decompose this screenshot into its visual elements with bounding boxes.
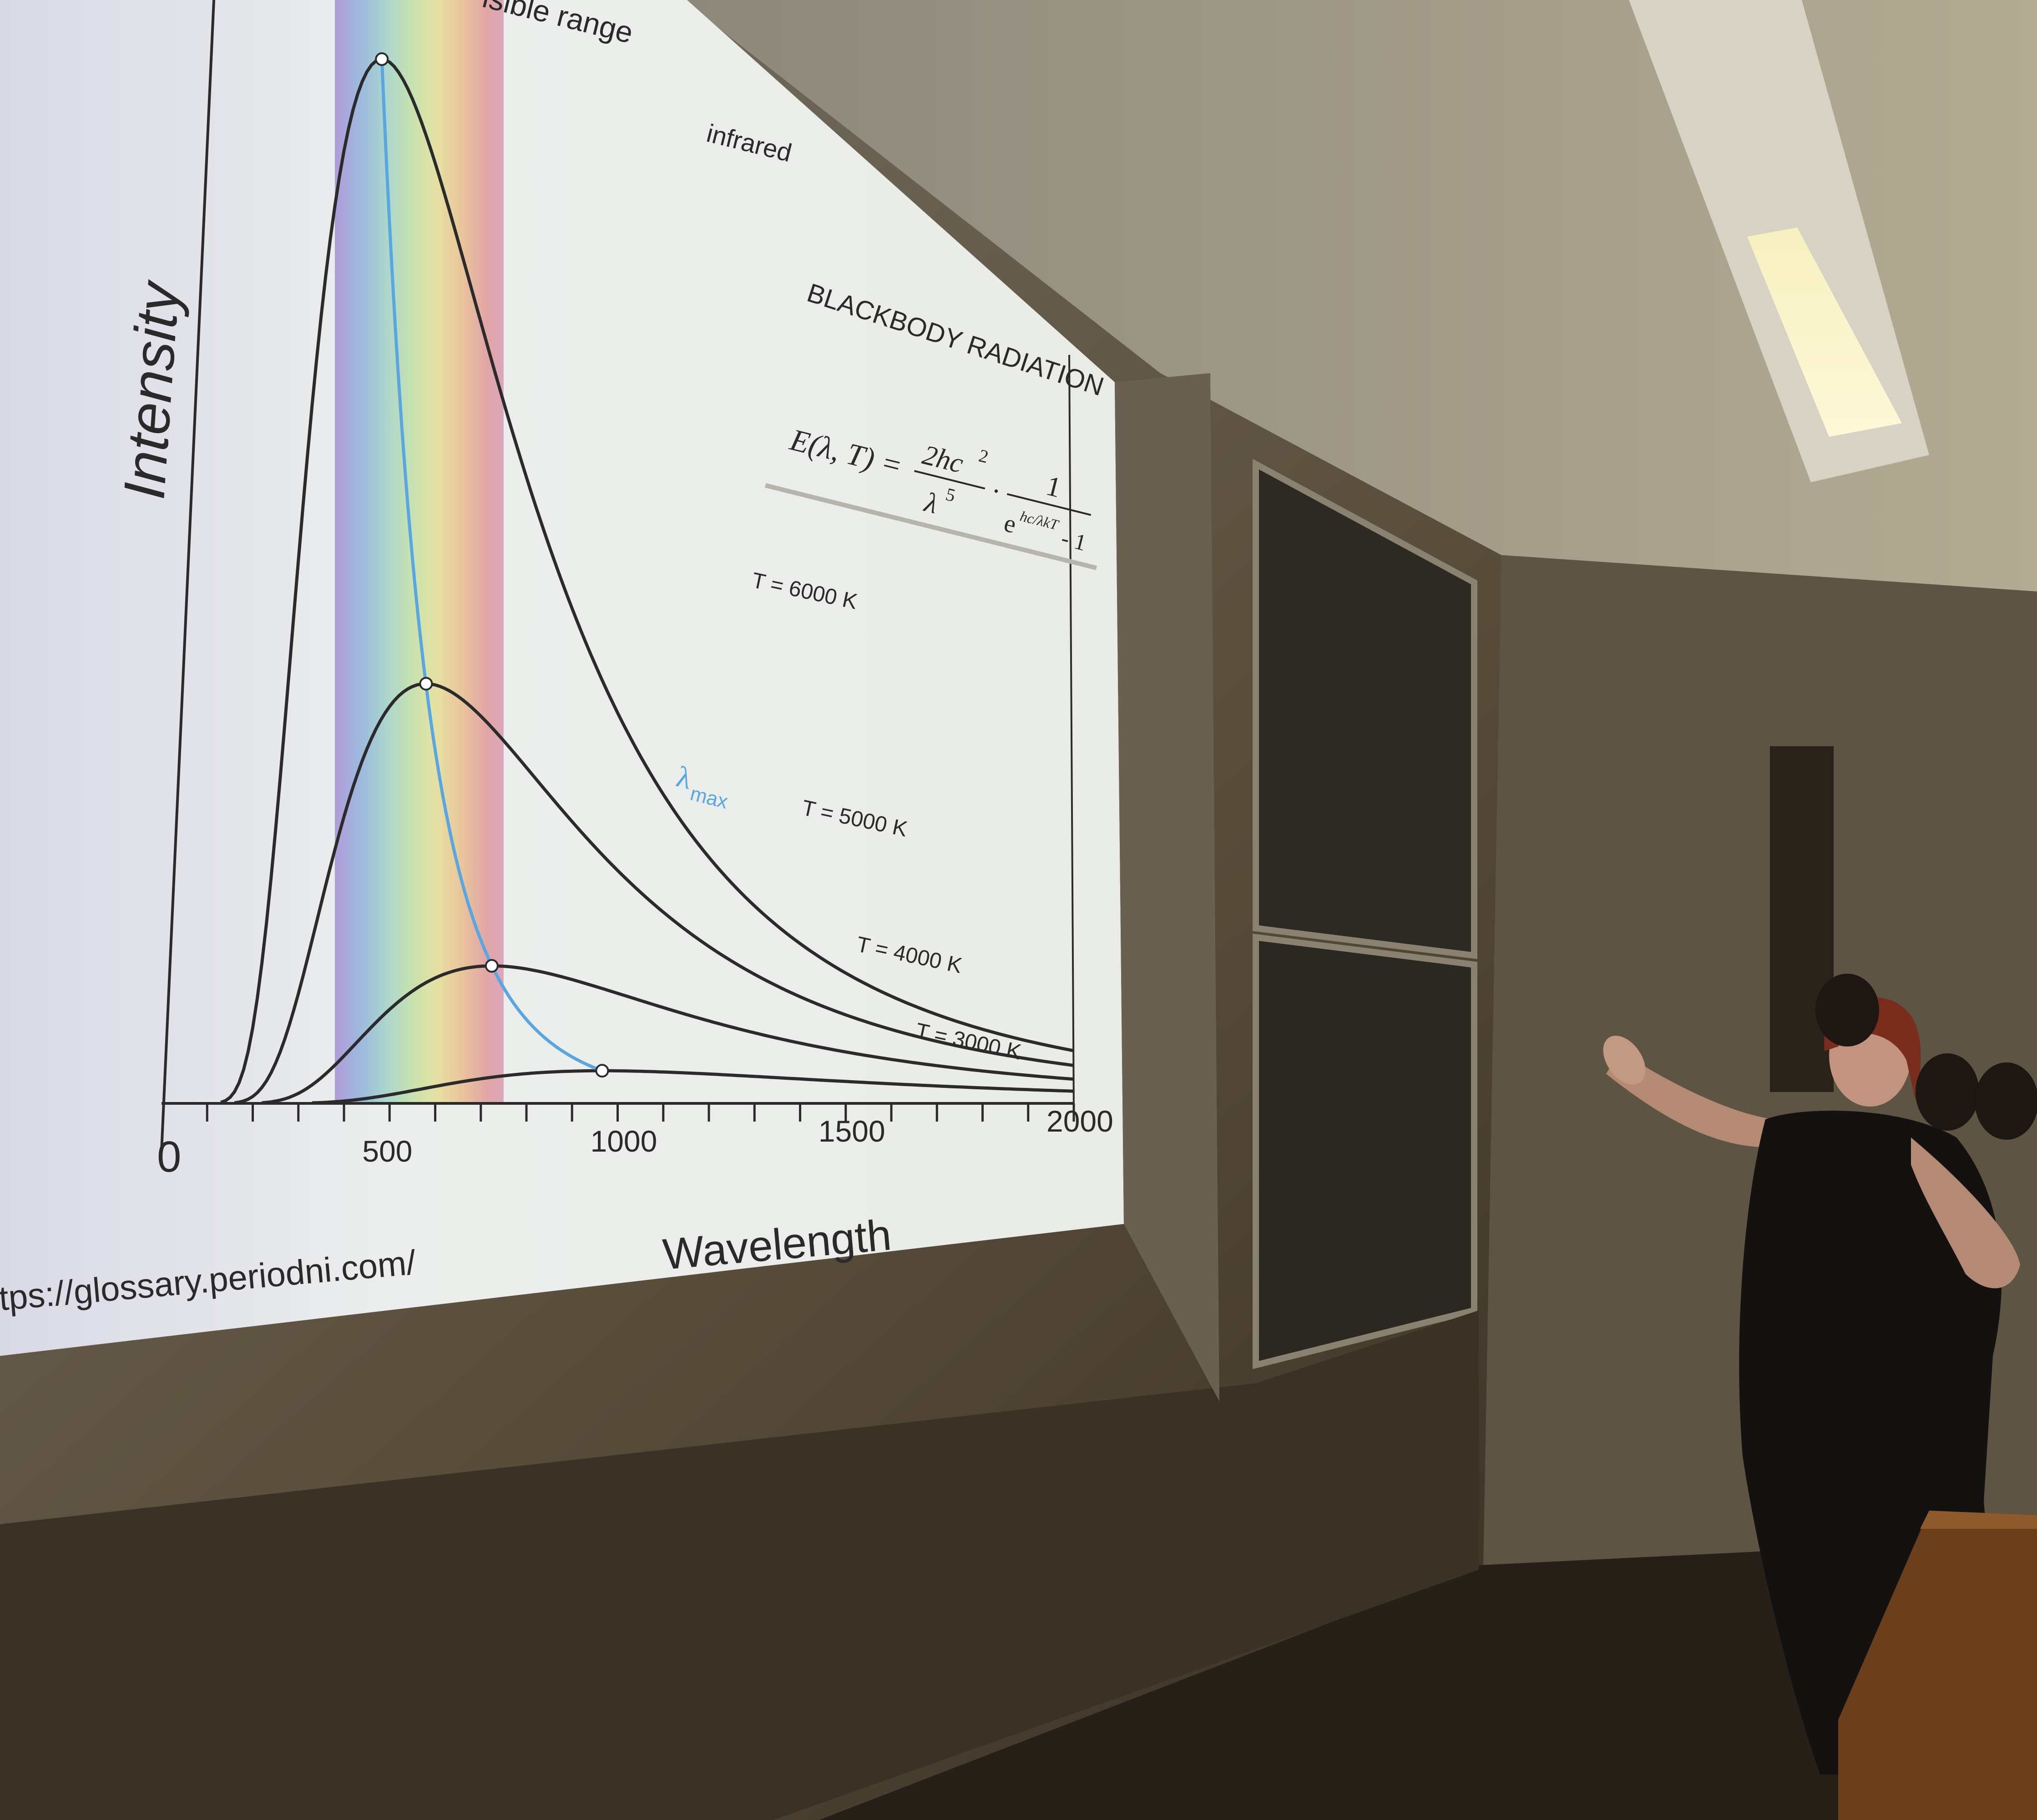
y-axis-label: Intensity: [111, 277, 192, 501]
x-axis-tick-labels: 0 500 1000 1500 2000: [157, 1104, 1113, 1181]
floor: [819, 1538, 2037, 1820]
audience-head-3: [1975, 1062, 2037, 1140]
lecturer-hand: [1603, 1036, 1646, 1085]
formula-fraction-bar-2: [1006, 493, 1092, 516]
lectern: [1838, 1511, 2037, 1820]
audience-head-2: [1916, 1053, 1979, 1131]
x-axis-minor-ticks: [206, 1103, 1075, 1122]
peak-marker-6000k: [375, 52, 389, 66]
lectern-top: [1920, 1511, 2037, 1529]
audience-head-1: [1815, 974, 1879, 1046]
projection-screen: [0, 0, 1124, 1356]
curve-5000k: [234, 682, 1074, 1105]
screen-shadow-edge: [1115, 373, 1219, 1401]
peak-marker-3000k: [595, 1064, 609, 1078]
visible-range-band: [334, 0, 504, 1103]
curve-3000k: [312, 1069, 1074, 1105]
temperature-curves: [220, 57, 1074, 1105]
curve-6000k: [220, 57, 1074, 1104]
doorway: [1770, 746, 1834, 1092]
x-tick-label-1500: 1500: [819, 1114, 885, 1148]
chalkboard-upper: [1253, 459, 1477, 959]
lambda-max-curve: [380, 59, 603, 1072]
lecturer-arm: [1606, 1051, 1779, 1148]
x-tick-label-500: 500: [362, 1134, 412, 1168]
right-frame-line: [1068, 354, 1075, 1111]
formula-fraction-bar: [914, 470, 986, 490]
y-axis: [160, 0, 215, 1152]
peak-markers: [375, 52, 609, 1078]
formula-minus-one: - 1: [1059, 525, 1089, 556]
lecturer-forearm: [1911, 1138, 2020, 1289]
peak-marker-5000k: [419, 677, 433, 691]
light-panel-lit: [1747, 228, 1902, 437]
chalkboard-lower: [1253, 934, 1477, 1369]
x-tick-label-0: 0: [157, 1132, 181, 1181]
board-wall-lower: [0, 1310, 1479, 1820]
x-tick-label-2000: 2000: [1046, 1104, 1113, 1138]
formula-underline: [764, 483, 1097, 571]
curve-4000k: [262, 964, 1074, 1105]
x-tick-label-1000: 1000: [591, 1124, 657, 1158]
peak-marker-4000k: [485, 959, 499, 973]
